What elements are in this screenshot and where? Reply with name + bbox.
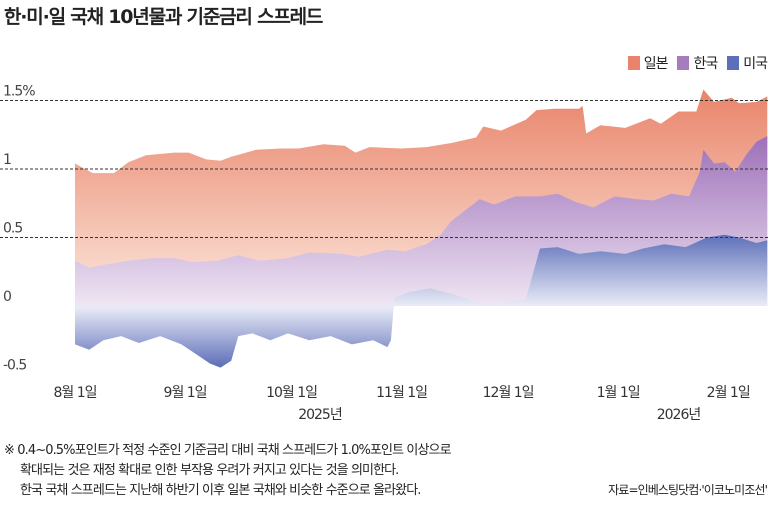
y-tick-label: 0 [3,289,11,305]
area-series-us [75,234,768,368]
source-credit: 자료=인베스팅닷컴·'이코노미조선' [608,483,768,497]
footnote: ※ 0.4~0.5%포인트가 적정 수준인 기준금리 대비 국채 스프레드가 1… [4,441,452,501]
x-tick-label: 8월 1일 [53,385,96,401]
x-tick-label: 10월 1일 [266,385,317,401]
legend-label-us: 미국 [743,56,768,72]
y-tick-label: 1.5% [3,84,35,100]
y-tick-label: 0.5 [3,221,22,237]
x-tick-label: 1월 1일 [597,385,640,401]
legend-item-japan: 일본 [627,53,669,73]
year-label: 2026년 [657,407,701,423]
year-label: 2025년 [298,407,342,423]
x-tick-label: 11월 1일 [376,385,427,401]
legend-swatch-korea [677,56,690,70]
legend-item-us: 미국 [727,53,768,73]
legend: 일본 한국 미국 [627,53,768,73]
plot-area: 1.5% 1 0.5 0 -0.5 8월 1일 9월 1일 10월 1일 11월 1일 12월 1… [0,84,768,423]
chart-title: 한·미·일 국채 10년물과 기준금리 스프레드 [4,6,323,28]
legend-item-korea: 한국 [677,53,718,73]
x-tick-label: 9월 1일 [164,385,207,401]
y-tick-label: 1 [3,152,11,168]
footnote-line-3: 한국 국채 스프레드는 지난해 하반기 이후 일본 국채와 비슷한 수준으로 올… [20,483,421,498]
footnote-line-2: 확대되는 것은 재정 확대로 인한 부작용 우려가 커지고 있다는 것을 의미한… [20,463,399,478]
legend-swatch-us [727,56,740,70]
x-tick-label: 2월 1일 [707,385,750,401]
x-tick-label: 12월 1일 [483,385,534,401]
legend-swatch-japan [627,56,640,70]
legend-label-japan: 일본 [643,56,669,72]
footnote-line-1: ※ 0.4~0.5%포인트가 적정 수준인 기준금리 대비 국채 스프레드가 1… [4,443,452,458]
y-tick-label: -0.5 [3,358,26,374]
legend-label-korea: 한국 [693,56,718,72]
